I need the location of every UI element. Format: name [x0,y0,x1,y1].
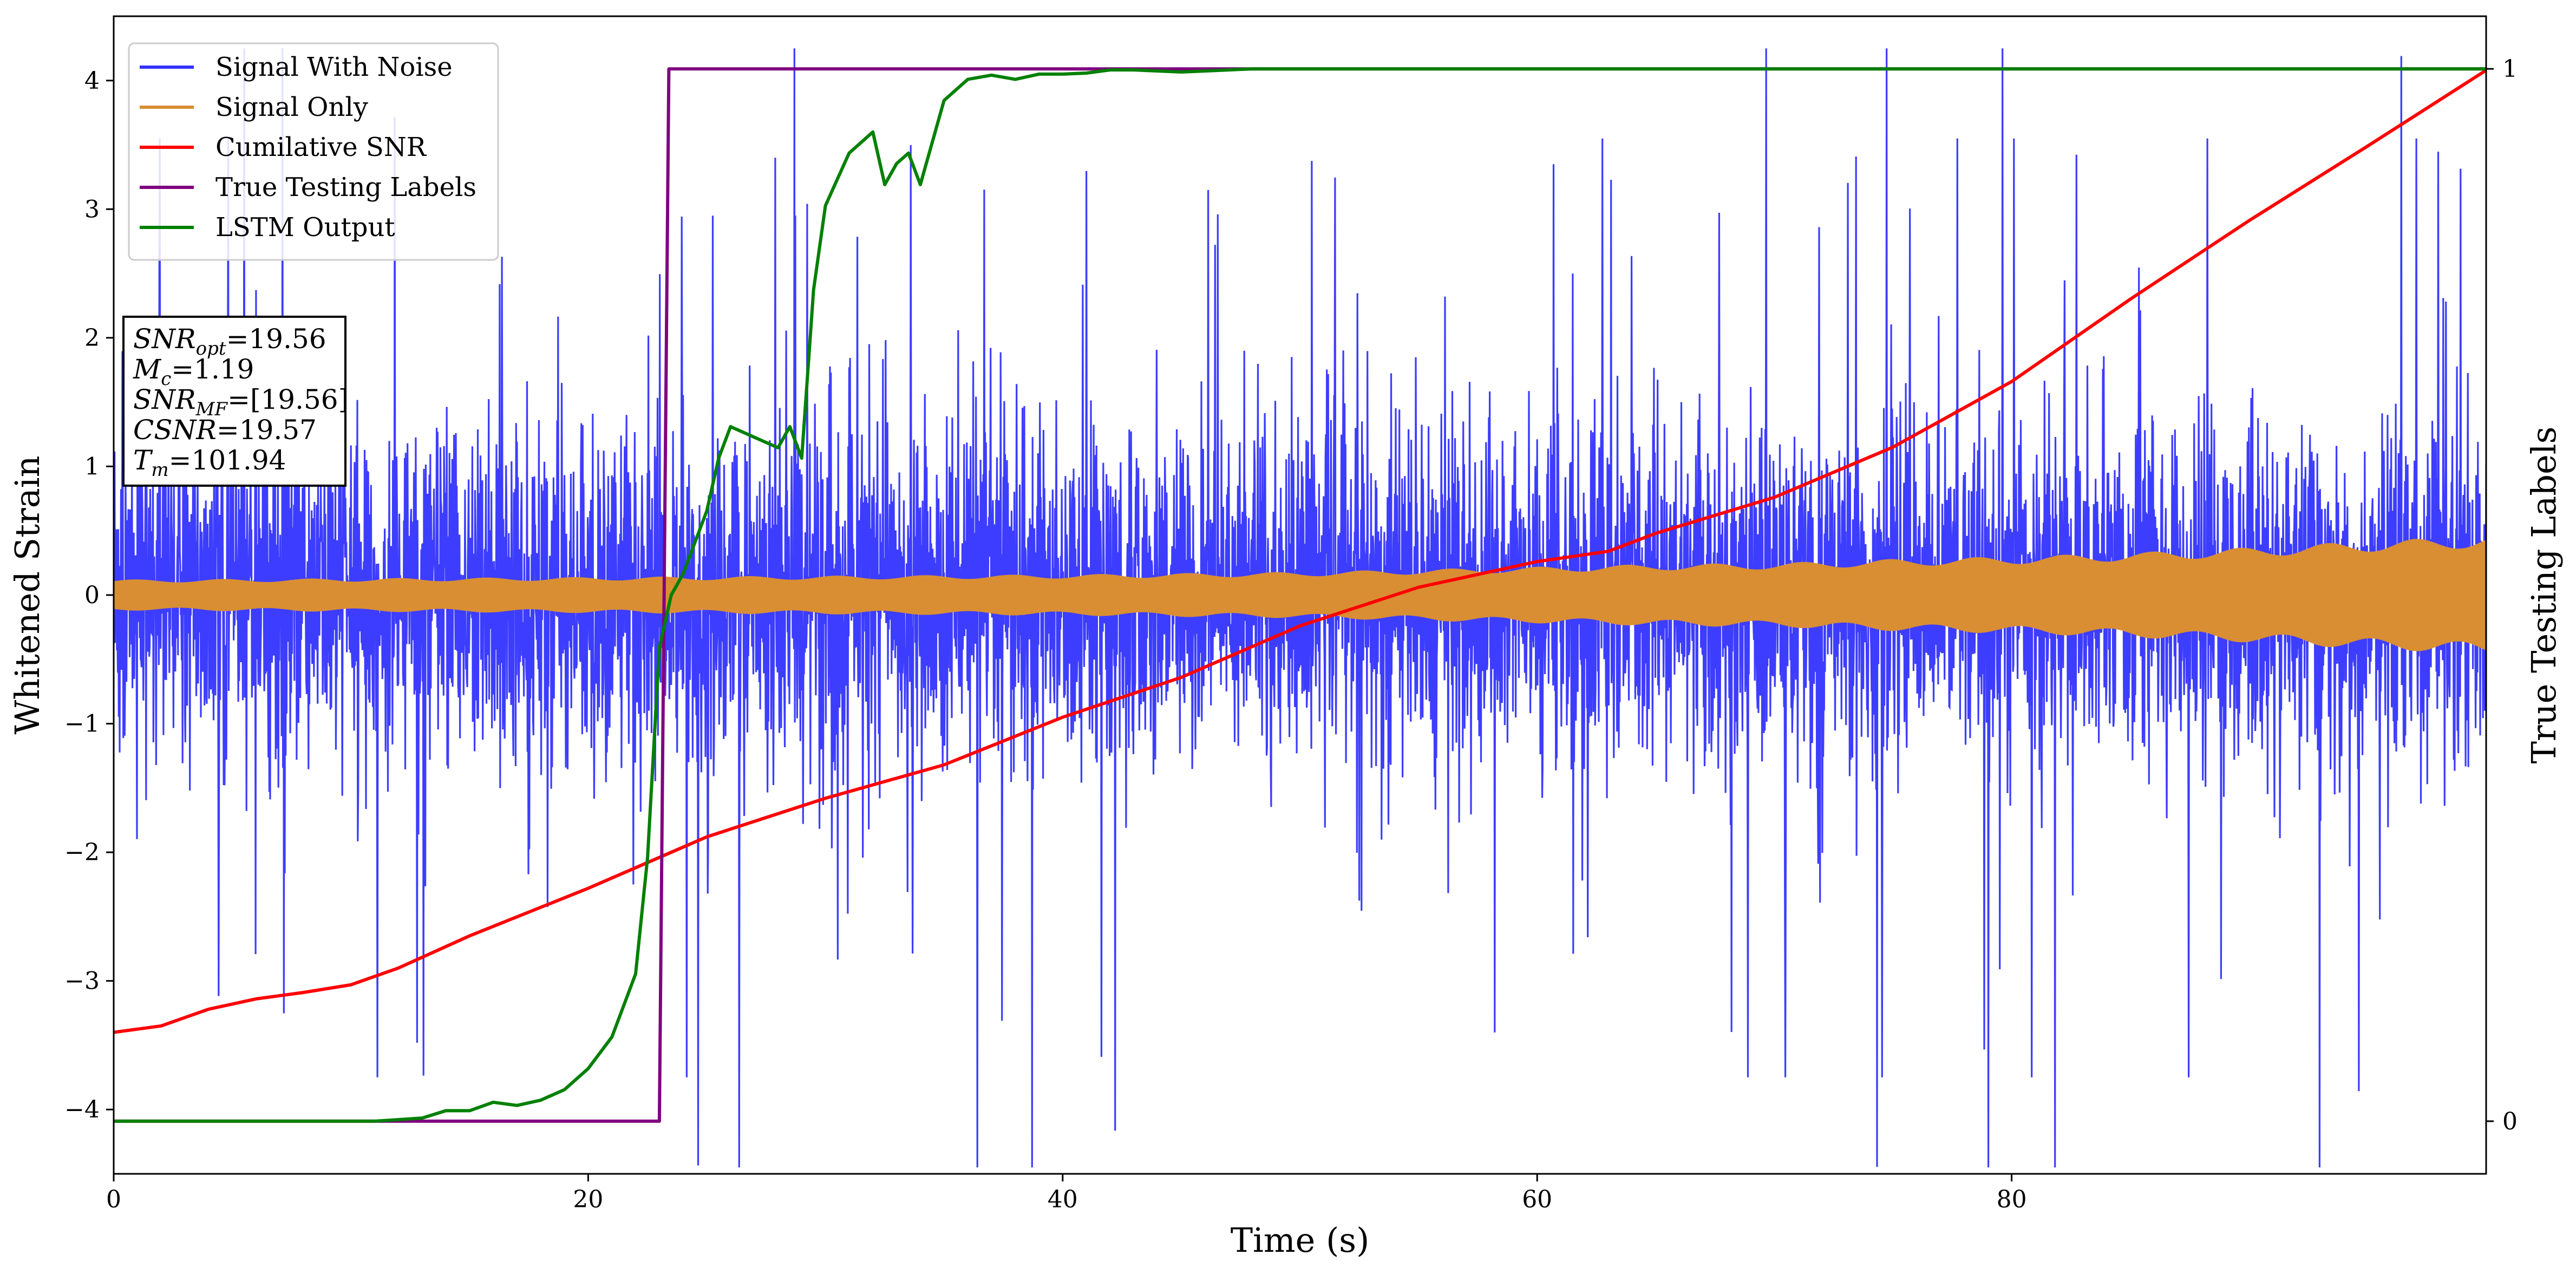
annotation-value: =101.94 [169,445,286,476]
annotation-value: =1.19 [171,354,254,385]
annotation-subscript: opt [196,338,226,360]
annotation-symbol: T [133,445,153,476]
x-tick-label: 40 [1048,1186,1078,1213]
annotation-subscript: m [151,459,168,481]
legend-label-signal-with-noise: Signal With Noise [215,52,453,82]
annotation-line: Tm=101.94 [133,445,286,481]
y-axis-label: Whitened Strain [8,456,47,735]
annotation-box: SNRopt=19.56Mc=1.19SNRMF=[19.56]CSNR=19.… [122,316,349,487]
annotation-value: =19.56 [226,323,326,355]
annotation-symbol: SNR [133,384,196,415]
legend: Signal With Noise Signal Only Cumilative S… [128,42,499,261]
annotation-value: =19.57 [217,414,317,446]
x-tick-label: 0 [106,1186,121,1213]
annotation-frame [122,316,346,487]
y2-tick-label: 0 [2502,1108,2518,1135]
y2-tick-label: 1 [2502,55,2518,83]
legend-frame [128,42,499,261]
legend-label-lstm-output: LSTM Output [215,212,395,243]
annotation-symbol: CSNR [133,414,217,446]
y-tick-label: 0 [84,582,100,609]
y-tick-label: −3 [64,968,100,995]
x-tick-label: 60 [1522,1186,1552,1213]
legend-label-cumilative-snr: Cumilative SNR [215,132,427,162]
y-tick-label: 4 [84,67,100,95]
x-tick-label: 80 [1997,1186,2027,1213]
y-tick-label: 2 [84,324,100,352]
legend-label-signal-only: Signal Only [215,92,368,122]
y-tick-label: 1 [84,453,100,480]
annotation-symbol: M [133,354,162,385]
y2-axis-label: True Testing Labels [2524,427,2564,764]
annotation-symbol: SNR [133,323,196,355]
y-tick-label: −4 [64,1096,100,1123]
series-signal-with-noise [114,48,2486,1168]
x-axis-label: Time (s) [1231,1220,1370,1260]
series-cumilative-snr [114,69,2486,1034]
annotation-line: SNRMF=[19.56] [133,384,349,420]
annotation-subscript: c [161,368,171,390]
y-tick-label: −1 [64,710,100,738]
annotation-subscript: MF [195,398,228,420]
annotation-line: Mc=1.19 [133,354,254,390]
series-lstm-output [114,67,2486,1123]
plot-area [114,48,2486,1168]
annotation-value: =[19.56] [227,384,349,415]
annotation-line: SNRopt=19.56 [133,323,326,360]
y-tick-label: −2 [64,839,100,866]
annotation-line: CSNR=19.57 [133,414,317,446]
y-tick-label: 3 [84,195,100,223]
x-tick-label: 20 [573,1186,603,1213]
series-signal-only [114,539,2486,651]
legend-label-true-testing-labels: True Testing Labels [215,172,476,202]
